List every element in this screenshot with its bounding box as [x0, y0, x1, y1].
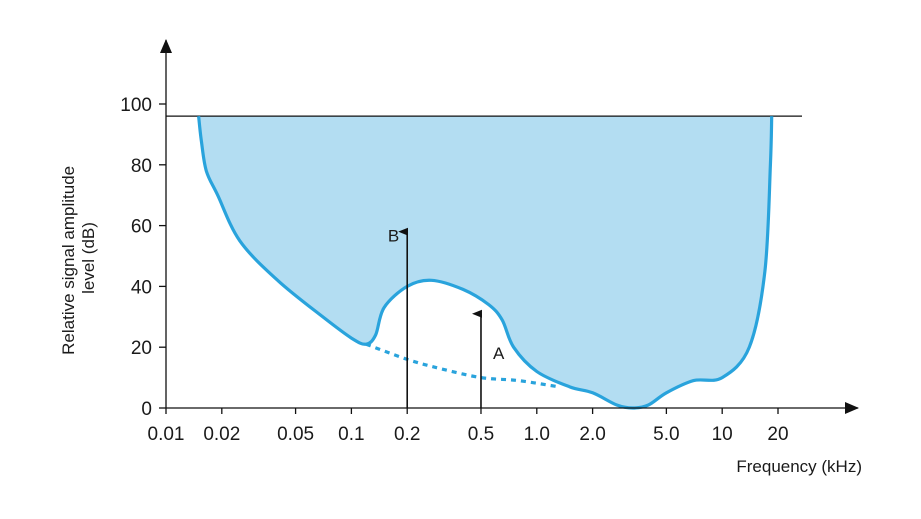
x-tick-label: 10 [712, 424, 733, 445]
x-tick-label: 0.1 [338, 424, 364, 445]
x-tick-label: 5.0 [653, 424, 679, 445]
masked-threshold-curve [365, 342, 559, 389]
y-tick-label: 80 [131, 156, 152, 177]
audible-region-fill [198, 116, 772, 408]
x-tick-label: 1.0 [524, 424, 550, 445]
marker-a-label: A [493, 344, 505, 363]
x-tick-label: 0.2 [394, 424, 420, 445]
x-tick-label: 0.5 [468, 424, 494, 445]
y-axis-title-line-2: level (dB) [79, 222, 98, 294]
y-tick-label: 40 [131, 277, 152, 298]
y-tick-label: 0 [141, 399, 152, 420]
x-tick-label: 20 [767, 424, 788, 445]
audibility-threshold-curve [197, 116, 774, 410]
x-tick-label: 0.01 [148, 424, 185, 445]
x-tick-label: 0.05 [277, 424, 314, 445]
x-tick-label: 0.02 [203, 424, 240, 445]
x-axis-title: Frequency (kHz) [736, 457, 862, 476]
y-tick-label: 20 [131, 338, 152, 359]
x-axis-ticks: 0.01 0.02 0.05 0.1 0.2 0.5 1.0 2.0 5.0 10 20 [148, 408, 789, 445]
y-tick-label: 60 [131, 217, 152, 238]
y-tick-label: 100 [120, 95, 152, 116]
y-axis-title-line-1: Relative signal amplitude [59, 166, 78, 355]
tone-markers: BA [388, 227, 505, 408]
y-axis-title: Relative signal amplitude level (dB) [59, 161, 98, 355]
marker-b-label: B [388, 227, 399, 246]
x-tick-label: 2.0 [579, 424, 605, 445]
y-axis-ticks: 0 20 40 60 80 100 [120, 95, 166, 420]
